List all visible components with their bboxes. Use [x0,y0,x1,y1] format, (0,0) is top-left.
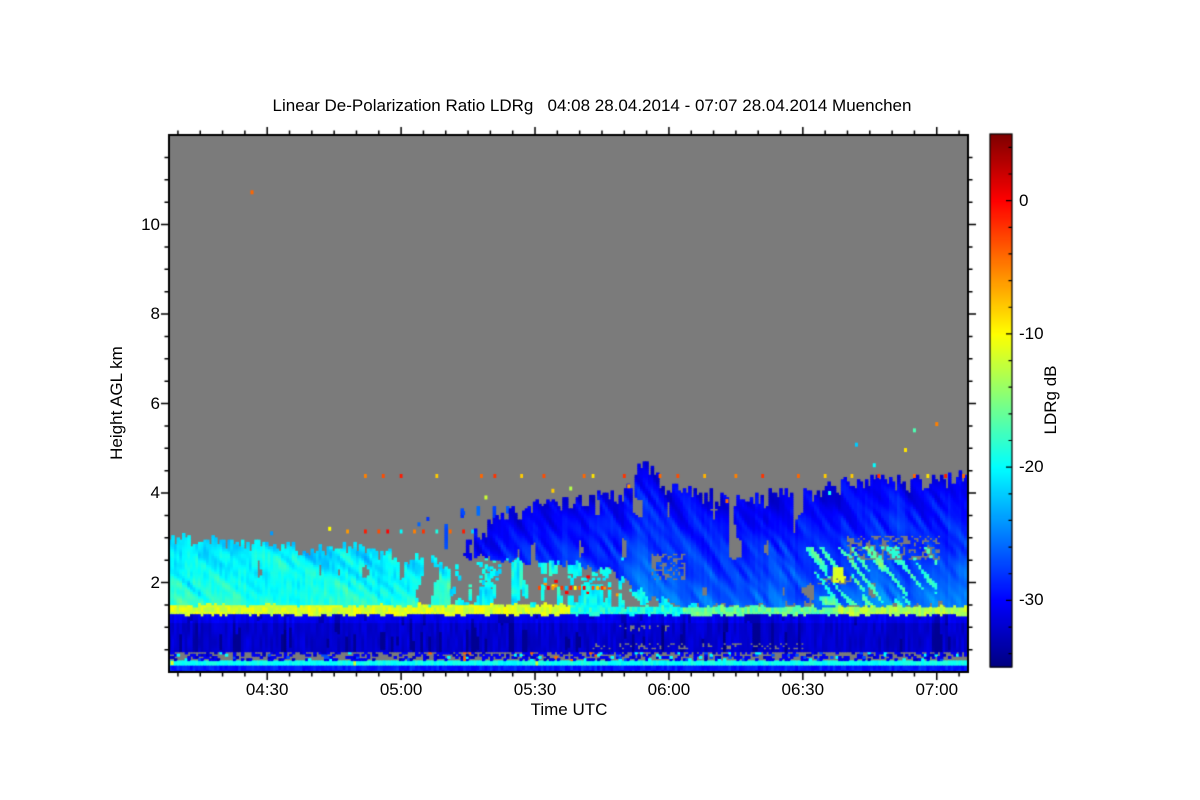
y-tick-label: 2 [150,572,160,592]
colorbar-title: LDRg dB [1041,365,1060,435]
x-tick-label: 06:30 [781,680,825,699]
colorbar-tick-label: 0 [1019,190,1029,210]
x-tick-label: 05:00 [379,680,423,699]
x-tick-label: 04:30 [245,680,289,699]
colorbar-tick-label: -30 [1019,590,1044,610]
colorbar-tick-label: -10 [1019,323,1044,343]
chart-title: Linear De-Polarization Ratio LDRg 04:08 … [272,96,912,115]
x-tick-label: 07:00 [915,680,959,699]
y-tick-label: 4 [150,483,160,502]
y-tick-label: 10 [141,214,160,234]
x-tick-label: 06:00 [647,680,691,699]
colorbar-tick-label: -20 [1019,457,1044,477]
y-tick-label: 8 [150,304,160,323]
x-tick-label: 05:30 [513,680,557,699]
x-axis-title: Time UTC [530,700,608,719]
y-tick-label: 6 [150,393,160,413]
